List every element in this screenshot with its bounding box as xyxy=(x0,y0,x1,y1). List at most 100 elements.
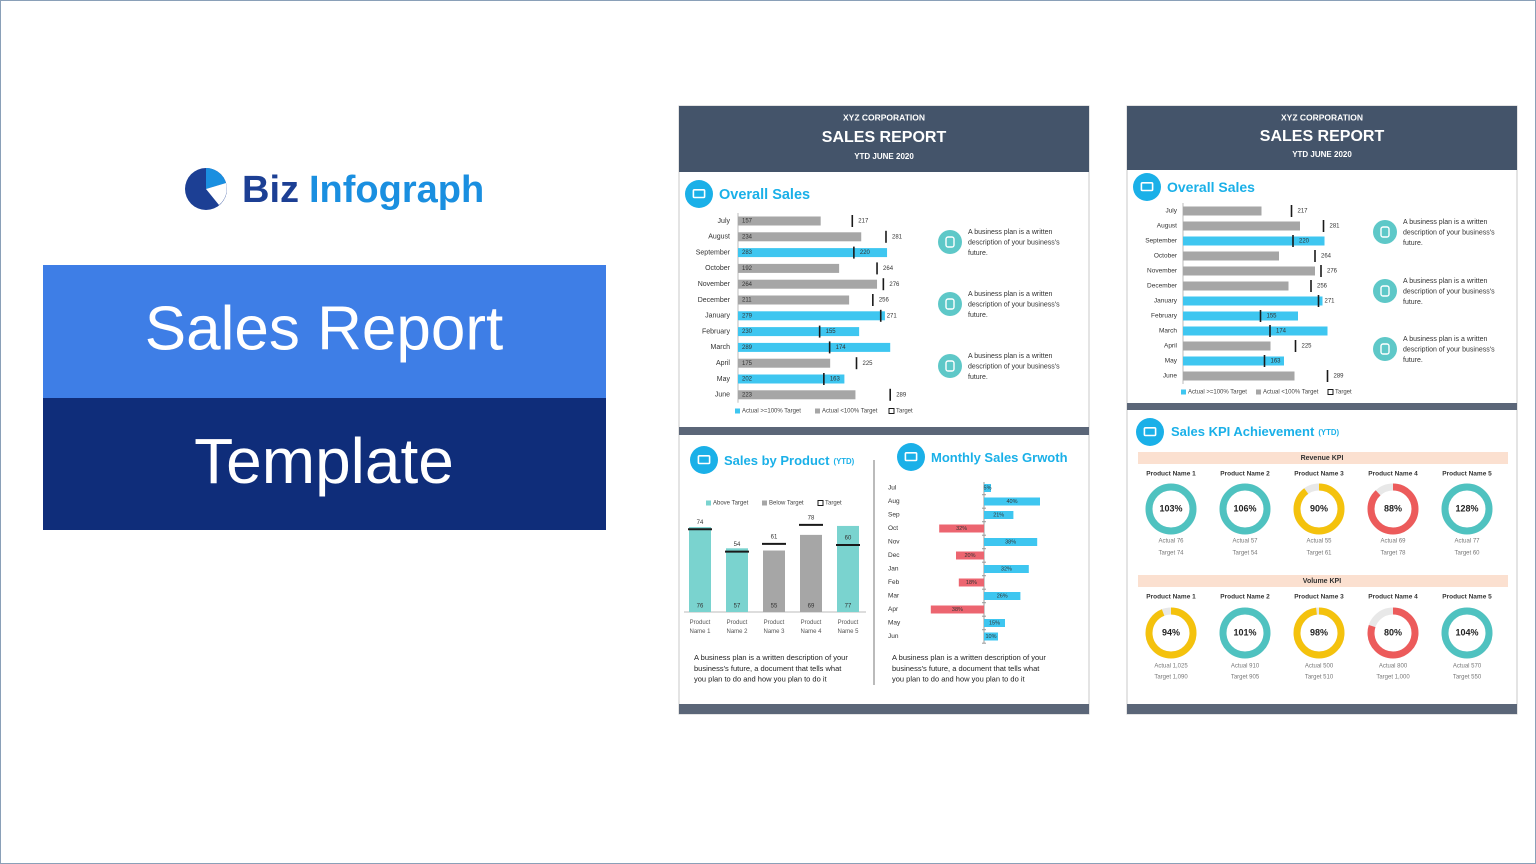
report-period: YTD JUNE 2020 xyxy=(1292,150,1352,159)
kpi-percent: 98% xyxy=(1310,627,1328,637)
section-icon-glyph xyxy=(697,454,711,465)
month-label: September xyxy=(1145,238,1178,245)
target-label: 217 xyxy=(858,219,869,225)
kpi-ring xyxy=(1293,607,1345,659)
section-title: Overall Sales xyxy=(719,187,810,203)
kpi-band xyxy=(1138,575,1508,587)
report-title: SALES REPORT xyxy=(1260,128,1385,145)
actual-label: 264 xyxy=(742,282,753,288)
growth-bar xyxy=(984,497,1040,506)
actual-label: 202 xyxy=(742,377,753,383)
value-label: 20% xyxy=(964,553,975,559)
growth-bar xyxy=(984,592,1021,600)
actual-bar xyxy=(738,342,891,352)
logo-brand: Biz xyxy=(242,169,299,211)
target-label: 271 xyxy=(887,313,898,319)
month-label: March xyxy=(711,344,731,351)
actual-bar xyxy=(738,232,862,242)
note-icon-glyph xyxy=(1380,226,1390,238)
month-label: May xyxy=(717,376,731,383)
month-label: July xyxy=(1165,208,1177,215)
note-text: A business plan is a written description … xyxy=(1403,278,1495,306)
actual-label: 175 xyxy=(742,361,753,367)
note-text: A business plan is a written description … xyxy=(968,229,1060,257)
growth-bar xyxy=(956,551,984,560)
month-label: Aug xyxy=(888,498,900,505)
month-label: May xyxy=(1165,358,1178,365)
section-title-text: Overall Sales xyxy=(719,187,810,203)
logo-icon xyxy=(185,168,227,210)
actual-label: 279 xyxy=(742,313,753,319)
product-bar xyxy=(726,548,748,612)
month-label: Jul xyxy=(888,485,897,492)
actual-label: 211 xyxy=(742,298,752,304)
kpi-product-name: Product Name 1 xyxy=(1146,594,1196,601)
logo-brand-accent: Infograph xyxy=(309,169,484,211)
kpi-target: Target 60 xyxy=(1454,551,1480,557)
actual-bar xyxy=(738,311,885,321)
kpi-ring xyxy=(1145,607,1197,659)
legend-swatch xyxy=(1181,389,1186,395)
actual-label: 157 xyxy=(742,219,753,225)
page-footer xyxy=(1127,704,1517,714)
growth-bar xyxy=(939,524,984,533)
page-footer xyxy=(679,704,1089,714)
page-frame xyxy=(678,105,1090,715)
kpi-target: Target 1,000 xyxy=(1376,675,1410,681)
growth-bar xyxy=(930,605,984,614)
growth-bar xyxy=(984,632,998,641)
kpi-ring xyxy=(1441,607,1493,659)
month-label: February xyxy=(1151,313,1178,320)
section-title-text: Sales by Product xyxy=(724,453,830,468)
actual-label: 57 xyxy=(734,604,741,610)
growth-bar xyxy=(984,538,1038,546)
target-label: 225 xyxy=(1302,344,1313,350)
section-icon xyxy=(897,443,925,471)
note-icon xyxy=(938,354,962,378)
kpi-target: Target 54 xyxy=(1232,551,1258,557)
kpi-target: Target 78 xyxy=(1380,551,1406,557)
page-header xyxy=(1127,106,1517,170)
section-title: Overall Sales xyxy=(1167,179,1255,195)
actual-bar xyxy=(1183,221,1300,231)
note-icon xyxy=(938,230,962,254)
actual-label: 289 xyxy=(742,345,753,351)
hero-band-top xyxy=(43,265,606,398)
section-icon-glyph xyxy=(1140,182,1154,192)
target-label: 155 xyxy=(826,329,837,335)
month-label: February xyxy=(702,328,731,335)
kpi-actual: Actual 69 xyxy=(1380,539,1406,545)
month-label: Jun xyxy=(888,633,899,640)
month-label: May xyxy=(888,620,901,627)
month-label: December xyxy=(698,297,731,304)
actual-bar xyxy=(1183,326,1328,336)
target-label: 54 xyxy=(734,542,741,548)
month-label: October xyxy=(705,265,731,272)
legend-swatch xyxy=(762,500,767,506)
month-label: November xyxy=(698,281,731,288)
product-label: Product Name 5 xyxy=(837,620,859,635)
target-label: 281 xyxy=(892,234,903,240)
growth-bar xyxy=(984,484,991,492)
kpi-percent: 88% xyxy=(1384,503,1402,513)
value-label: 32% xyxy=(1001,566,1012,572)
section-icon xyxy=(1133,173,1161,201)
target-label: 289 xyxy=(1334,374,1345,380)
target-label: 225 xyxy=(863,361,874,367)
kpi-band xyxy=(1138,452,1508,464)
actual-bar xyxy=(738,263,840,273)
legend-label: Actual >=100% Target xyxy=(742,409,801,415)
month-label: Oct xyxy=(888,525,898,532)
actual-bar xyxy=(1183,236,1325,246)
kpi-product-name: Product Name 3 xyxy=(1294,594,1344,601)
actual-label: 55 xyxy=(771,604,778,610)
kpi-product-name: Product Name 1 xyxy=(1146,471,1196,478)
report-title: SALES REPORT xyxy=(822,129,947,146)
kpi-actual: Actual 77 xyxy=(1454,539,1480,545)
target-label: 256 xyxy=(1317,284,1328,290)
actual-bar xyxy=(738,216,821,226)
logo-text: Biz Infograph xyxy=(242,169,484,211)
target-label: 217 xyxy=(1298,209,1309,215)
note-icon-glyph xyxy=(945,360,955,372)
